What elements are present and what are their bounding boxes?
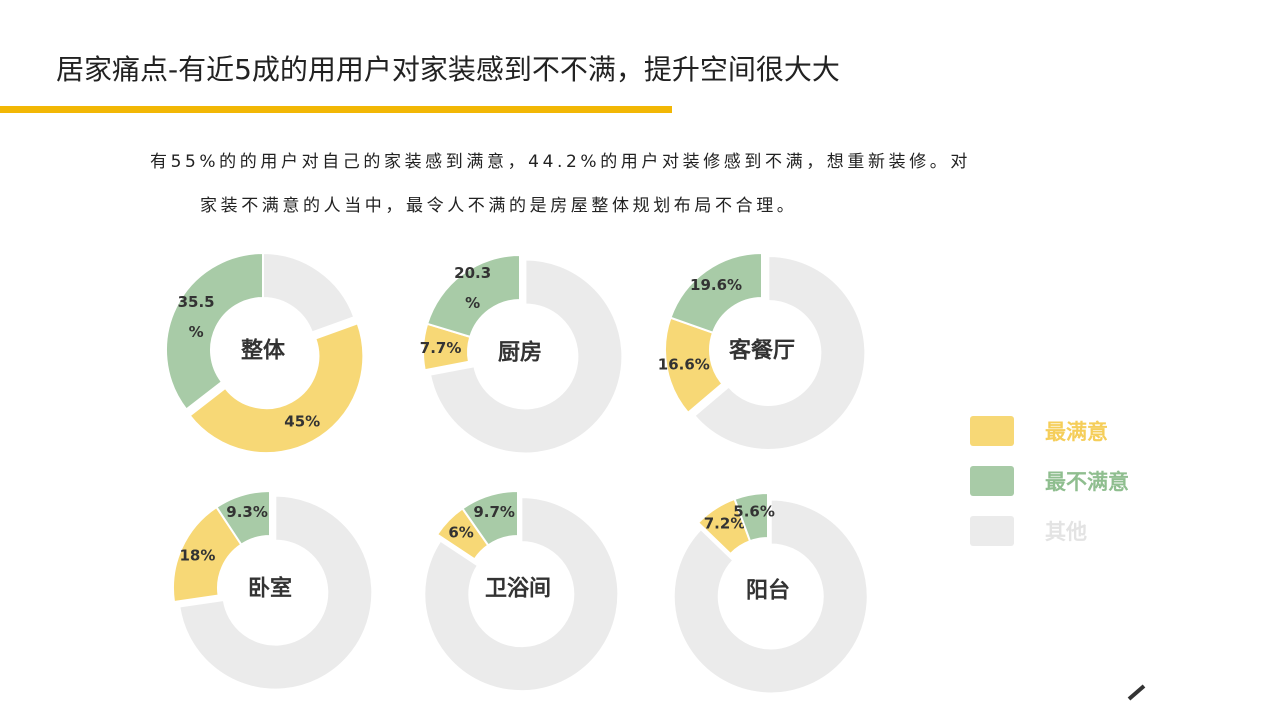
slice-label-dissatisfied: 35.5 — [178, 293, 215, 311]
description-line-1: 有55%的的用户对自己的家装感到满意，44.2%的用户对装修感到不满，想重新装修… — [150, 152, 971, 172]
description-line-2-text: 家装不满意的人当中，最令人不满的是房屋整体规划布局不合理。 — [200, 196, 798, 216]
donut-chart-3: 16.6% 19.6% 客餐厅 — [658, 251, 867, 451]
slice-label-satisfied: 6% — [448, 523, 473, 541]
donut-center-title: 整体 — [241, 338, 286, 364]
slice-other — [423, 496, 620, 693]
legend: 最满意 最不满意 其他 — [970, 406, 1129, 556]
legend-item-dissatisfied: 最不满意 — [970, 456, 1129, 506]
slice-dissatisfied — [215, 489, 271, 547]
slice-label-dissatisfied: 9.7% — [473, 503, 515, 521]
legend-label-dissatisfied: 最不满意 — [1045, 470, 1129, 494]
slice-label-dissatisfied: % — [465, 294, 480, 312]
slice-label-dissatisfied: 9.3% — [226, 503, 268, 521]
donut-center-title: 卧室 — [248, 576, 292, 602]
slice-label-dissatisfied: % — [189, 323, 204, 341]
donut-center-title: 厨房 — [498, 340, 542, 366]
description-line-2: 家装不满意的人当中，最令人不满的是房屋整体规划布局不合理。 — [150, 184, 1160, 228]
title-accent-bar — [0, 106, 672, 113]
slice-dissatisfied — [669, 251, 763, 334]
legend-swatch-satisfied — [970, 416, 1014, 446]
donut-chart-6: 7.2%5.6% 阳台 — [672, 491, 869, 695]
donut-center-title: 阳台 — [746, 578, 790, 604]
donut-chart-4: 18% 9.3% 卧室 — [172, 489, 374, 691]
slice-label-satisfied: 45% — [284, 412, 320, 430]
slice-other — [692, 254, 867, 451]
legend-label-other: 其他 — [1045, 520, 1087, 544]
donut-center-title: 客餐厅 — [729, 338, 795, 364]
slice-dissatisfied — [461, 489, 519, 547]
donut-chart-2: 7.7% 20.3% 厨房 — [420, 253, 624, 455]
slice-dissatisfied — [425, 253, 521, 339]
legend-item-other: 其他 — [970, 506, 1129, 556]
slice-label-dissatisfied: 20.3 — [454, 264, 491, 282]
slice-dissatisfied — [733, 491, 769, 543]
slice-label-satisfied: 18% — [179, 547, 215, 565]
description: 有55%的的用户对自己的家装感到满意，44.2%的用户对装修感到不满，想重新装修… — [150, 140, 1160, 228]
slice-other — [428, 258, 624, 455]
slice-label-dissatisfied: 5.6% — [733, 503, 775, 521]
slice-other — [178, 494, 374, 691]
slice-satisfied — [188, 321, 365, 455]
slice-label-satisfied: 7.2% — [704, 514, 746, 532]
slice-label-dissatisfied: 19.6% — [690, 276, 742, 294]
slice-label-satisfied: 7.7% — [420, 339, 462, 357]
slice-other — [262, 251, 356, 334]
legend-swatch-dissatisfied — [970, 466, 1014, 496]
donut-center-title: 卫浴间 — [485, 577, 551, 602]
donut-chart-1: 45% 35.5% 整体 — [165, 251, 365, 455]
pen-icon[interactable] — [1126, 682, 1148, 702]
legend-label-satisfied: 最满意 — [1045, 420, 1108, 444]
slice-label-satisfied: 16.6% — [658, 355, 710, 373]
slice-other — [672, 498, 869, 695]
legend-item-satisfied: 最满意 — [970, 406, 1129, 456]
legend-swatch-other — [970, 516, 1014, 546]
donut-chart-5: 6%9.7% 卫浴间 — [423, 489, 620, 693]
page-title: 居家痛点-有近5成的用用户对家装感到不不满，提升空间很大大 — [56, 53, 840, 86]
slice-dissatisfied — [165, 251, 264, 411]
